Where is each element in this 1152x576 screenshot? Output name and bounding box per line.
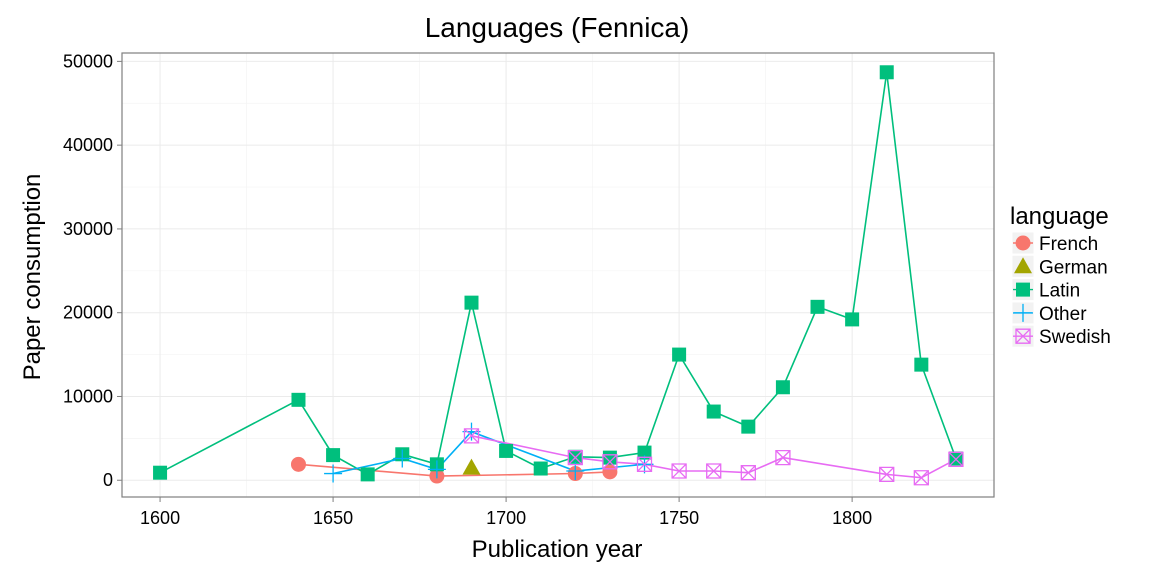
point-latin [291,392,306,407]
point-latin [879,65,894,80]
gridlines [122,53,994,497]
point-latin [153,465,168,480]
x-tick-label: 1800 [832,508,872,528]
point-latin [360,467,375,482]
series-markers [153,65,964,486]
point-french [602,464,618,480]
point-swedish [775,449,791,466]
point-latin [499,443,514,458]
legend-label-swedish: Swedish [1039,327,1111,348]
plot-border [121,52,995,498]
point-swedish [706,463,722,479]
point-other [462,422,481,441]
point-latin [326,448,341,463]
legend-marker-other [1014,303,1032,322]
point-swedish [740,465,756,481]
point-german [462,458,481,475]
point-latin [845,312,860,327]
legend-marker-german [1014,257,1032,274]
legend-title: language [1010,203,1109,230]
point-latin [706,404,721,419]
legend-label-other: Other [1039,304,1087,325]
legend-marker-latin [1016,282,1030,297]
point-latin [533,461,548,476]
point-latin [914,357,929,372]
y-axis: 0 10000 20000 30000 40000 50000 [63,51,122,490]
plot-panel [122,53,994,497]
y-tick-label: 50000 [63,51,113,71]
y-axis-label: Paper consumption [19,174,46,381]
point-other [393,449,412,468]
point-other [427,460,446,479]
point-swedish [636,456,653,472]
point-swedish [463,428,480,444]
point-latin [741,419,756,434]
legend-marker-french [1015,235,1031,251]
legend-label-french: French [1039,234,1098,255]
point-swedish [879,466,895,483]
y-tick-label: 30000 [63,219,113,239]
series-line-other [332,430,645,475]
x-tick-label: 1600 [140,508,180,528]
point-latin [775,380,790,395]
point-swedish [671,463,687,479]
point-latin [637,445,652,460]
point-other [324,464,343,483]
point-latin [672,347,687,362]
x-tick-label: 1700 [486,508,526,528]
point-swedish [948,451,964,467]
x-axis-label: Publication year [472,536,643,563]
y-tick-label: 10000 [63,386,113,406]
x-axis: 1600 1650 1700 1750 1800 [140,497,872,528]
y-tick-label: 0 [103,470,113,490]
point-latin [810,299,825,314]
point-swedish [567,449,583,466]
chart-title: Languages (Fennica) [425,12,690,43]
point-swedish [913,470,929,486]
point-french [290,456,306,472]
y-tick-label: 40000 [63,135,113,155]
legend-label-latin: Latin [1039,281,1080,302]
x-tick-label: 1750 [659,508,699,528]
y-tick-label: 20000 [63,303,113,323]
point-latin [602,450,617,465]
x-tick-label: 1650 [313,508,353,528]
legend-label-german: German [1039,257,1108,278]
legend-marker-swedish [1015,328,1031,344]
point-latin [464,295,479,310]
point-swedish [602,454,618,470]
